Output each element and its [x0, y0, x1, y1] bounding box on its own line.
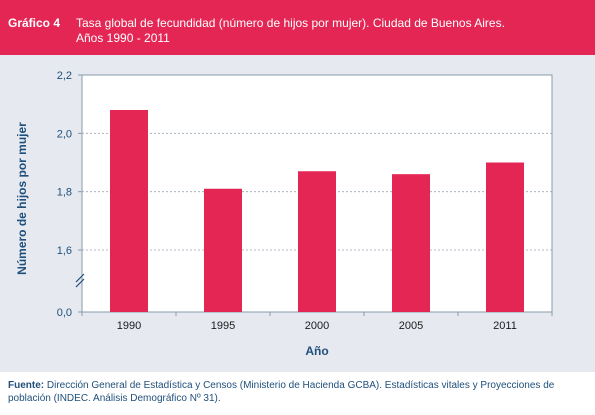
bar-chart: 2,2 2,0 1,8 1,6 0,0 1990 1995 2000 2005 2011 Año Nú…: [15, 70, 553, 358]
chart-header: Gráfico 4 Tasa global de fecundidad (núm…: [0, 0, 595, 55]
source-note: Fuente: Dirección General de Estadística…: [8, 379, 593, 405]
bar: [486, 162, 524, 312]
bar: [110, 110, 148, 312]
y-tick-label: 2,2: [57, 70, 72, 82]
x-axis-title: Año: [305, 344, 328, 358]
y-axis-title: Número de hijos por mujer: [15, 122, 29, 275]
x-tick-label: 1995: [211, 320, 235, 332]
axis-break-mark: [75, 273, 85, 283]
x-tick-label: 1990: [117, 320, 141, 332]
x-tick-label: 2000: [305, 320, 329, 332]
bar: [204, 188, 242, 312]
x-tick-label: 2005: [399, 320, 423, 332]
y-tick-label: 2,0: [57, 128, 72, 140]
chart-title-line-2: Años 1990 - 2011: [76, 31, 170, 45]
x-tick-label: 2011: [493, 320, 517, 332]
axis-break-mark: [75, 278, 85, 288]
chart-title-line-1: Tasa global de fecundidad (número de hij…: [76, 16, 505, 30]
y-tick-label: 1,6: [57, 245, 72, 257]
chart-footer: Fuente: Dirección General de Estadística…: [0, 372, 595, 415]
bar: [298, 171, 336, 312]
bar: [392, 174, 430, 312]
source-label: Fuente:: [8, 380, 45, 391]
y-tick-label-zero: 0,0: [57, 307, 72, 319]
figure-number: Gráfico 4: [8, 16, 61, 30]
source-text: Dirección General de Estadística y Censo…: [8, 380, 555, 404]
chart-title: Tasa global de fecundidad (número de hij…: [76, 16, 505, 46]
y-tick-label: 1,8: [57, 187, 72, 199]
